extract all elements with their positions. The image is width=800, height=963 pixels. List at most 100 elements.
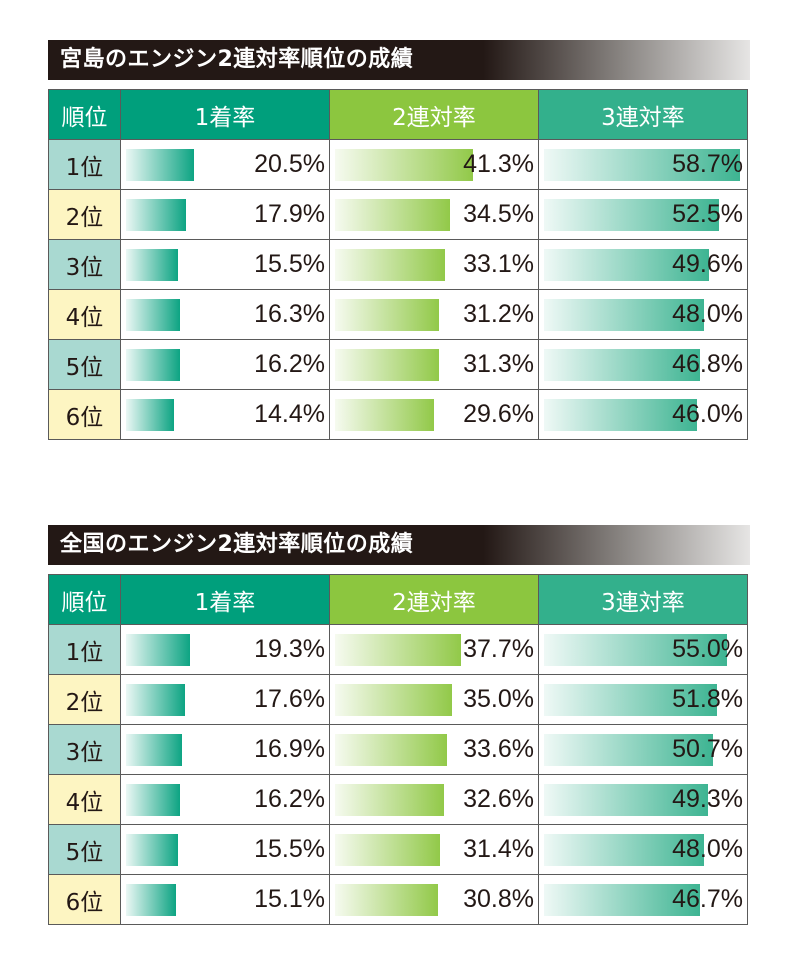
- three-bar: [544, 884, 700, 916]
- three-value-label: 46.7%: [672, 885, 743, 913]
- three-bar: [544, 634, 728, 666]
- two-bar: [335, 349, 440, 381]
- two-bar: [335, 399, 434, 431]
- win-bar: [126, 249, 178, 281]
- header-rank: 順位: [48, 574, 121, 625]
- two-cell: 31.4%: [329, 824, 539, 875]
- win-cell: 16.2%: [120, 774, 330, 825]
- three-cell: 55.0%: [538, 624, 748, 675]
- three-bar: [544, 399, 698, 431]
- win-value-label: 20.5%: [254, 150, 325, 178]
- rank-cell: 1位: [48, 139, 121, 190]
- two-value-label: 32.6%: [463, 785, 534, 813]
- win-cell: 15.5%: [120, 824, 330, 875]
- win-value-label: 16.2%: [254, 350, 325, 378]
- two-cell: 33.1%: [329, 239, 539, 290]
- table-row: 1位 19.3% 37.7% 55.0%: [48, 624, 748, 675]
- win-value-label: 16.2%: [254, 785, 325, 813]
- table-row: 3位 15.5% 33.1% 49.6%: [48, 239, 748, 290]
- two-value-label: 33.6%: [463, 735, 534, 763]
- win-cell: 16.3%: [120, 289, 330, 340]
- three-value-label: 48.0%: [672, 300, 743, 328]
- two-cell: 33.6%: [329, 724, 539, 775]
- two-cell: 31.3%: [329, 339, 539, 390]
- three-value-label: 49.6%: [672, 250, 743, 278]
- two-bar: [335, 299, 439, 331]
- three-cell: 51.8%: [538, 674, 748, 725]
- two-value-label: 41.3%: [463, 150, 534, 178]
- two-bar: [335, 249, 446, 281]
- two-value-label: 34.5%: [463, 200, 534, 228]
- three-cell: 49.3%: [538, 774, 748, 825]
- national-title: 全国のエンジン2連対率順位の成績: [48, 525, 750, 565]
- table-row: 3位 16.9% 33.6% 50.7%: [48, 724, 748, 775]
- two-value-label: 37.7%: [463, 635, 534, 663]
- two-cell: 30.8%: [329, 874, 539, 925]
- table-row: 4位 16.2% 32.6% 49.3%: [48, 774, 748, 825]
- win-cell: 20.5%: [120, 139, 330, 190]
- win-bar: [126, 834, 178, 866]
- two-bar: [335, 834, 440, 866]
- win-value-label: 15.1%: [254, 885, 325, 913]
- table-row: 6位 15.1% 30.8% 46.7%: [48, 874, 748, 925]
- header-top2-rate: 2連対率: [329, 89, 539, 140]
- three-cell: 48.0%: [538, 824, 748, 875]
- three-value-label: 51.8%: [672, 685, 743, 713]
- rank-cell: 6位: [48, 874, 121, 925]
- win-cell: 15.5%: [120, 239, 330, 290]
- table-row: 2位 17.6% 35.0% 51.8%: [48, 674, 748, 725]
- win-cell: 16.9%: [120, 724, 330, 775]
- two-value-label: 30.8%: [463, 885, 534, 913]
- three-value-label: 49.3%: [672, 785, 743, 813]
- table-row: 6位 14.4% 29.6% 46.0%: [48, 389, 748, 440]
- two-value-label: 33.1%: [463, 250, 534, 278]
- two-value-label: 31.2%: [463, 300, 534, 328]
- rank-cell: 4位: [48, 289, 121, 340]
- three-value-label: 50.7%: [672, 735, 743, 763]
- win-cell: 16.2%: [120, 339, 330, 390]
- table-row: 5位 15.5% 31.4% 48.0%: [48, 824, 748, 875]
- win-bar: [126, 199, 186, 231]
- three-bar: [544, 249, 710, 281]
- rank-cell: 4位: [48, 774, 121, 825]
- three-cell: 52.5%: [538, 189, 748, 240]
- header-row: 順位 1着率 2連対率 3連対率: [48, 574, 748, 625]
- three-value-label: 55.0%: [672, 635, 743, 663]
- win-bar: [126, 399, 174, 431]
- rank-cell: 2位: [48, 189, 121, 240]
- two-cell: 31.2%: [329, 289, 539, 340]
- three-bar: [544, 784, 709, 816]
- win-cell: 15.1%: [120, 874, 330, 925]
- two-bar: [335, 199, 450, 231]
- three-cell: 46.8%: [538, 339, 748, 390]
- header-row: 順位 1着率 2連対率 3連対率: [48, 89, 748, 140]
- header-rank: 順位: [48, 89, 121, 140]
- three-cell: 49.6%: [538, 239, 748, 290]
- three-cell: 50.7%: [538, 724, 748, 775]
- win-bar: [126, 884, 177, 916]
- win-value-label: 16.9%: [254, 735, 325, 763]
- rank-cell: 3位: [48, 239, 121, 290]
- rank-cell: 2位: [48, 674, 121, 725]
- two-bar: [335, 784, 444, 816]
- two-cell: 41.3%: [329, 139, 539, 190]
- three-value-label: 52.5%: [672, 200, 743, 228]
- table-row: 5位 16.2% 31.3% 46.8%: [48, 339, 748, 390]
- table-row: 2位 17.9% 34.5% 52.5%: [48, 189, 748, 240]
- win-value-label: 15.5%: [254, 250, 325, 278]
- win-cell: 17.9%: [120, 189, 330, 240]
- two-value-label: 31.4%: [463, 835, 534, 863]
- three-cell: 46.7%: [538, 874, 748, 925]
- two-bar: [335, 734, 447, 766]
- win-bar: [126, 349, 180, 381]
- three-bar: [544, 734, 713, 766]
- win-cell: 17.6%: [120, 674, 330, 725]
- win-value-label: 19.3%: [254, 635, 325, 663]
- win-bar: [126, 299, 181, 331]
- table-row: 1位 20.5% 41.3% 58.7%: [48, 139, 748, 190]
- three-bar: [544, 199, 719, 231]
- win-value-label: 16.3%: [254, 300, 325, 328]
- two-cell: 37.7%: [329, 624, 539, 675]
- two-cell: 29.6%: [329, 389, 539, 440]
- header-win-rate: 1着率: [120, 574, 330, 625]
